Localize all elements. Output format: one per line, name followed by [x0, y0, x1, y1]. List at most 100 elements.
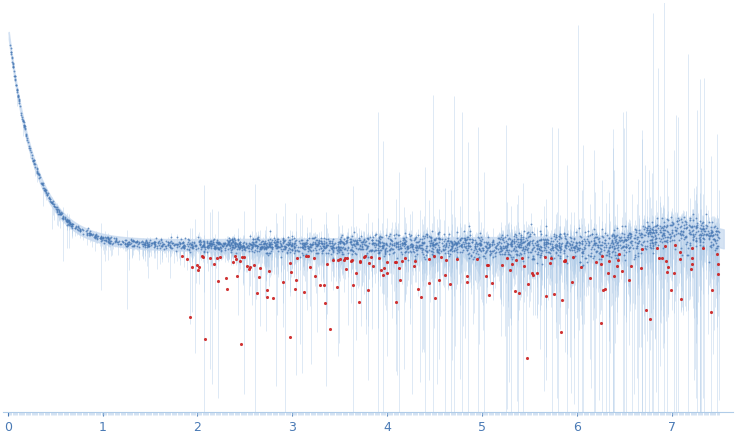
Point [618, 233, 630, 240]
Point [709, 235, 721, 242]
Point [325, 238, 336, 245]
Point [527, 255, 539, 262]
Point [658, 223, 670, 230]
Point [232, 242, 244, 249]
Point [597, 232, 609, 239]
Point [102, 239, 114, 246]
Point [712, 236, 723, 243]
Point [645, 232, 657, 239]
Point [681, 233, 693, 240]
Point [653, 235, 665, 242]
Point [421, 233, 433, 240]
Point [392, 254, 403, 261]
Point [484, 248, 496, 255]
Point [193, 267, 205, 274]
Point [81, 232, 93, 239]
Point [584, 241, 595, 248]
Point [589, 239, 601, 246]
Point [149, 239, 160, 246]
Point [261, 250, 272, 257]
Point [372, 249, 384, 256]
Point [501, 243, 513, 250]
Point [675, 295, 687, 302]
Point [159, 243, 171, 250]
Point [511, 251, 523, 258]
Point [617, 238, 629, 245]
Point [127, 242, 138, 249]
Point [528, 241, 539, 248]
Point [574, 258, 586, 265]
Point [590, 239, 602, 246]
Point [711, 230, 723, 237]
Point [300, 239, 312, 246]
Point [213, 240, 225, 247]
Point [271, 238, 283, 245]
Point [357, 238, 369, 245]
Point [456, 234, 468, 241]
Point [481, 240, 493, 247]
Point [261, 293, 273, 300]
Point [656, 232, 668, 239]
Point [666, 228, 678, 235]
Point [144, 239, 155, 246]
Point [372, 240, 383, 247]
Point [255, 264, 266, 271]
Point [636, 231, 648, 238]
Point [521, 246, 533, 253]
Point [597, 252, 609, 259]
Point [704, 236, 715, 243]
Point [84, 232, 96, 239]
Point [62, 217, 74, 224]
Point [702, 227, 714, 234]
Point [623, 231, 634, 238]
Point [616, 236, 628, 243]
Point [139, 238, 151, 245]
Point [474, 246, 486, 253]
Point [420, 252, 432, 259]
Point [31, 169, 43, 176]
Point [649, 223, 661, 230]
Point [676, 232, 687, 239]
Point [199, 247, 210, 254]
Point [316, 246, 328, 253]
Point [255, 243, 267, 250]
Point [219, 246, 230, 253]
Point [39, 187, 51, 194]
Point [263, 241, 275, 248]
Point [551, 243, 562, 250]
Point [226, 245, 238, 252]
Point [425, 234, 436, 241]
Point [231, 240, 243, 247]
Point [531, 245, 543, 252]
Point [675, 216, 687, 223]
Point [138, 243, 149, 250]
Point [450, 241, 462, 248]
Point [551, 240, 562, 247]
Point [614, 241, 626, 248]
Point [89, 232, 101, 239]
Point [355, 239, 367, 246]
Point [451, 255, 463, 262]
Point [492, 240, 504, 247]
Point [82, 227, 93, 234]
Point [622, 234, 634, 241]
Point [25, 149, 37, 156]
Point [241, 243, 253, 250]
Point [556, 296, 568, 303]
Point [540, 239, 552, 246]
Point [241, 241, 252, 248]
Point [183, 236, 195, 243]
Point [690, 243, 702, 250]
Point [328, 241, 339, 248]
Point [512, 251, 523, 258]
Point [251, 243, 263, 250]
Point [333, 238, 344, 245]
Point [635, 233, 647, 240]
Point [376, 238, 388, 245]
Point [84, 229, 96, 236]
Point [271, 243, 283, 250]
Point [648, 226, 660, 233]
Point [438, 242, 450, 249]
Point [319, 244, 331, 251]
Point [472, 240, 484, 247]
